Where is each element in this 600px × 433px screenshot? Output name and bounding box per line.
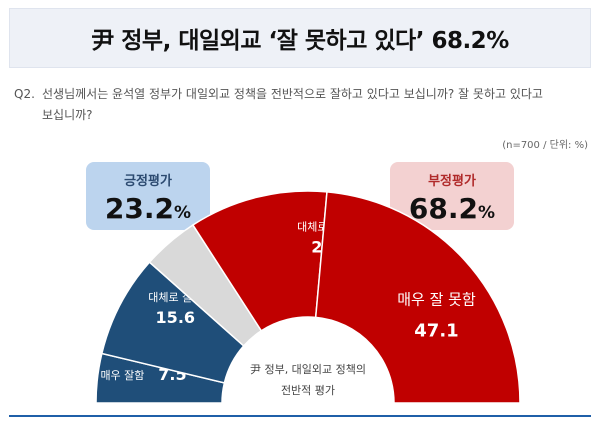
positive-summary-unit: %: [174, 203, 192, 223]
positive-summary-number: 23.2: [104, 192, 175, 225]
slice-value-매우-잘-못함: 47.1: [414, 320, 458, 341]
positive-summary-label: 긍정평가: [124, 174, 172, 189]
question-line-1: Q2. 선생님께서는 윤석열 정부가 대일외교 정책을 전반적으로 잘하고 있다고…: [14, 84, 590, 105]
slice-label-매우-잘함: 매우 잘함: [100, 369, 144, 382]
negative-summary-label: 부정평가: [428, 174, 476, 189]
survey-question: Q2. 선생님께서는 윤석열 정부가 대일외교 정책을 전반적으로 잘하고 있다고…: [14, 84, 590, 126]
question-label: Q2.: [14, 87, 35, 101]
page-title: 尹 정부, 대일외교 ‘잘 못하고 있다’ 68.2%: [91, 28, 509, 54]
positive-summary-value: 23.2%: [86, 192, 210, 230]
sample-size-note: (n=700 / 단위: %): [502, 140, 588, 151]
slice-value-대체로-잘함: 15.6: [156, 308, 195, 327]
slice-매우-잘-못함: [314, 191, 521, 404]
positive-summary-box: 긍정평가 23.2%: [86, 162, 210, 230]
center-label-line-1: 尹 정부, 대일외교 정책의: [250, 362, 366, 376]
bottom-divider: [9, 415, 591, 417]
header-banner: 尹 정부, 대일외교 ‘잘 못하고 있다’ 68.2%: [9, 8, 591, 68]
question-text-1: 선생님께서는 윤석열 정부가 대일외교 정책을 전반적으로 잘하고 있다고 보십…: [42, 87, 543, 101]
negative-summary-number: 68.2: [408, 192, 479, 225]
slice-label-매우-잘-못함: 매우 잘 못함: [397, 290, 476, 308]
negative-summary-unit: %: [478, 203, 496, 223]
center-label-line-2: 전반적 평가: [281, 384, 335, 397]
question-line-2: 보십니까?: [42, 108, 93, 122]
negative-summary-value: 68.2%: [390, 192, 514, 230]
